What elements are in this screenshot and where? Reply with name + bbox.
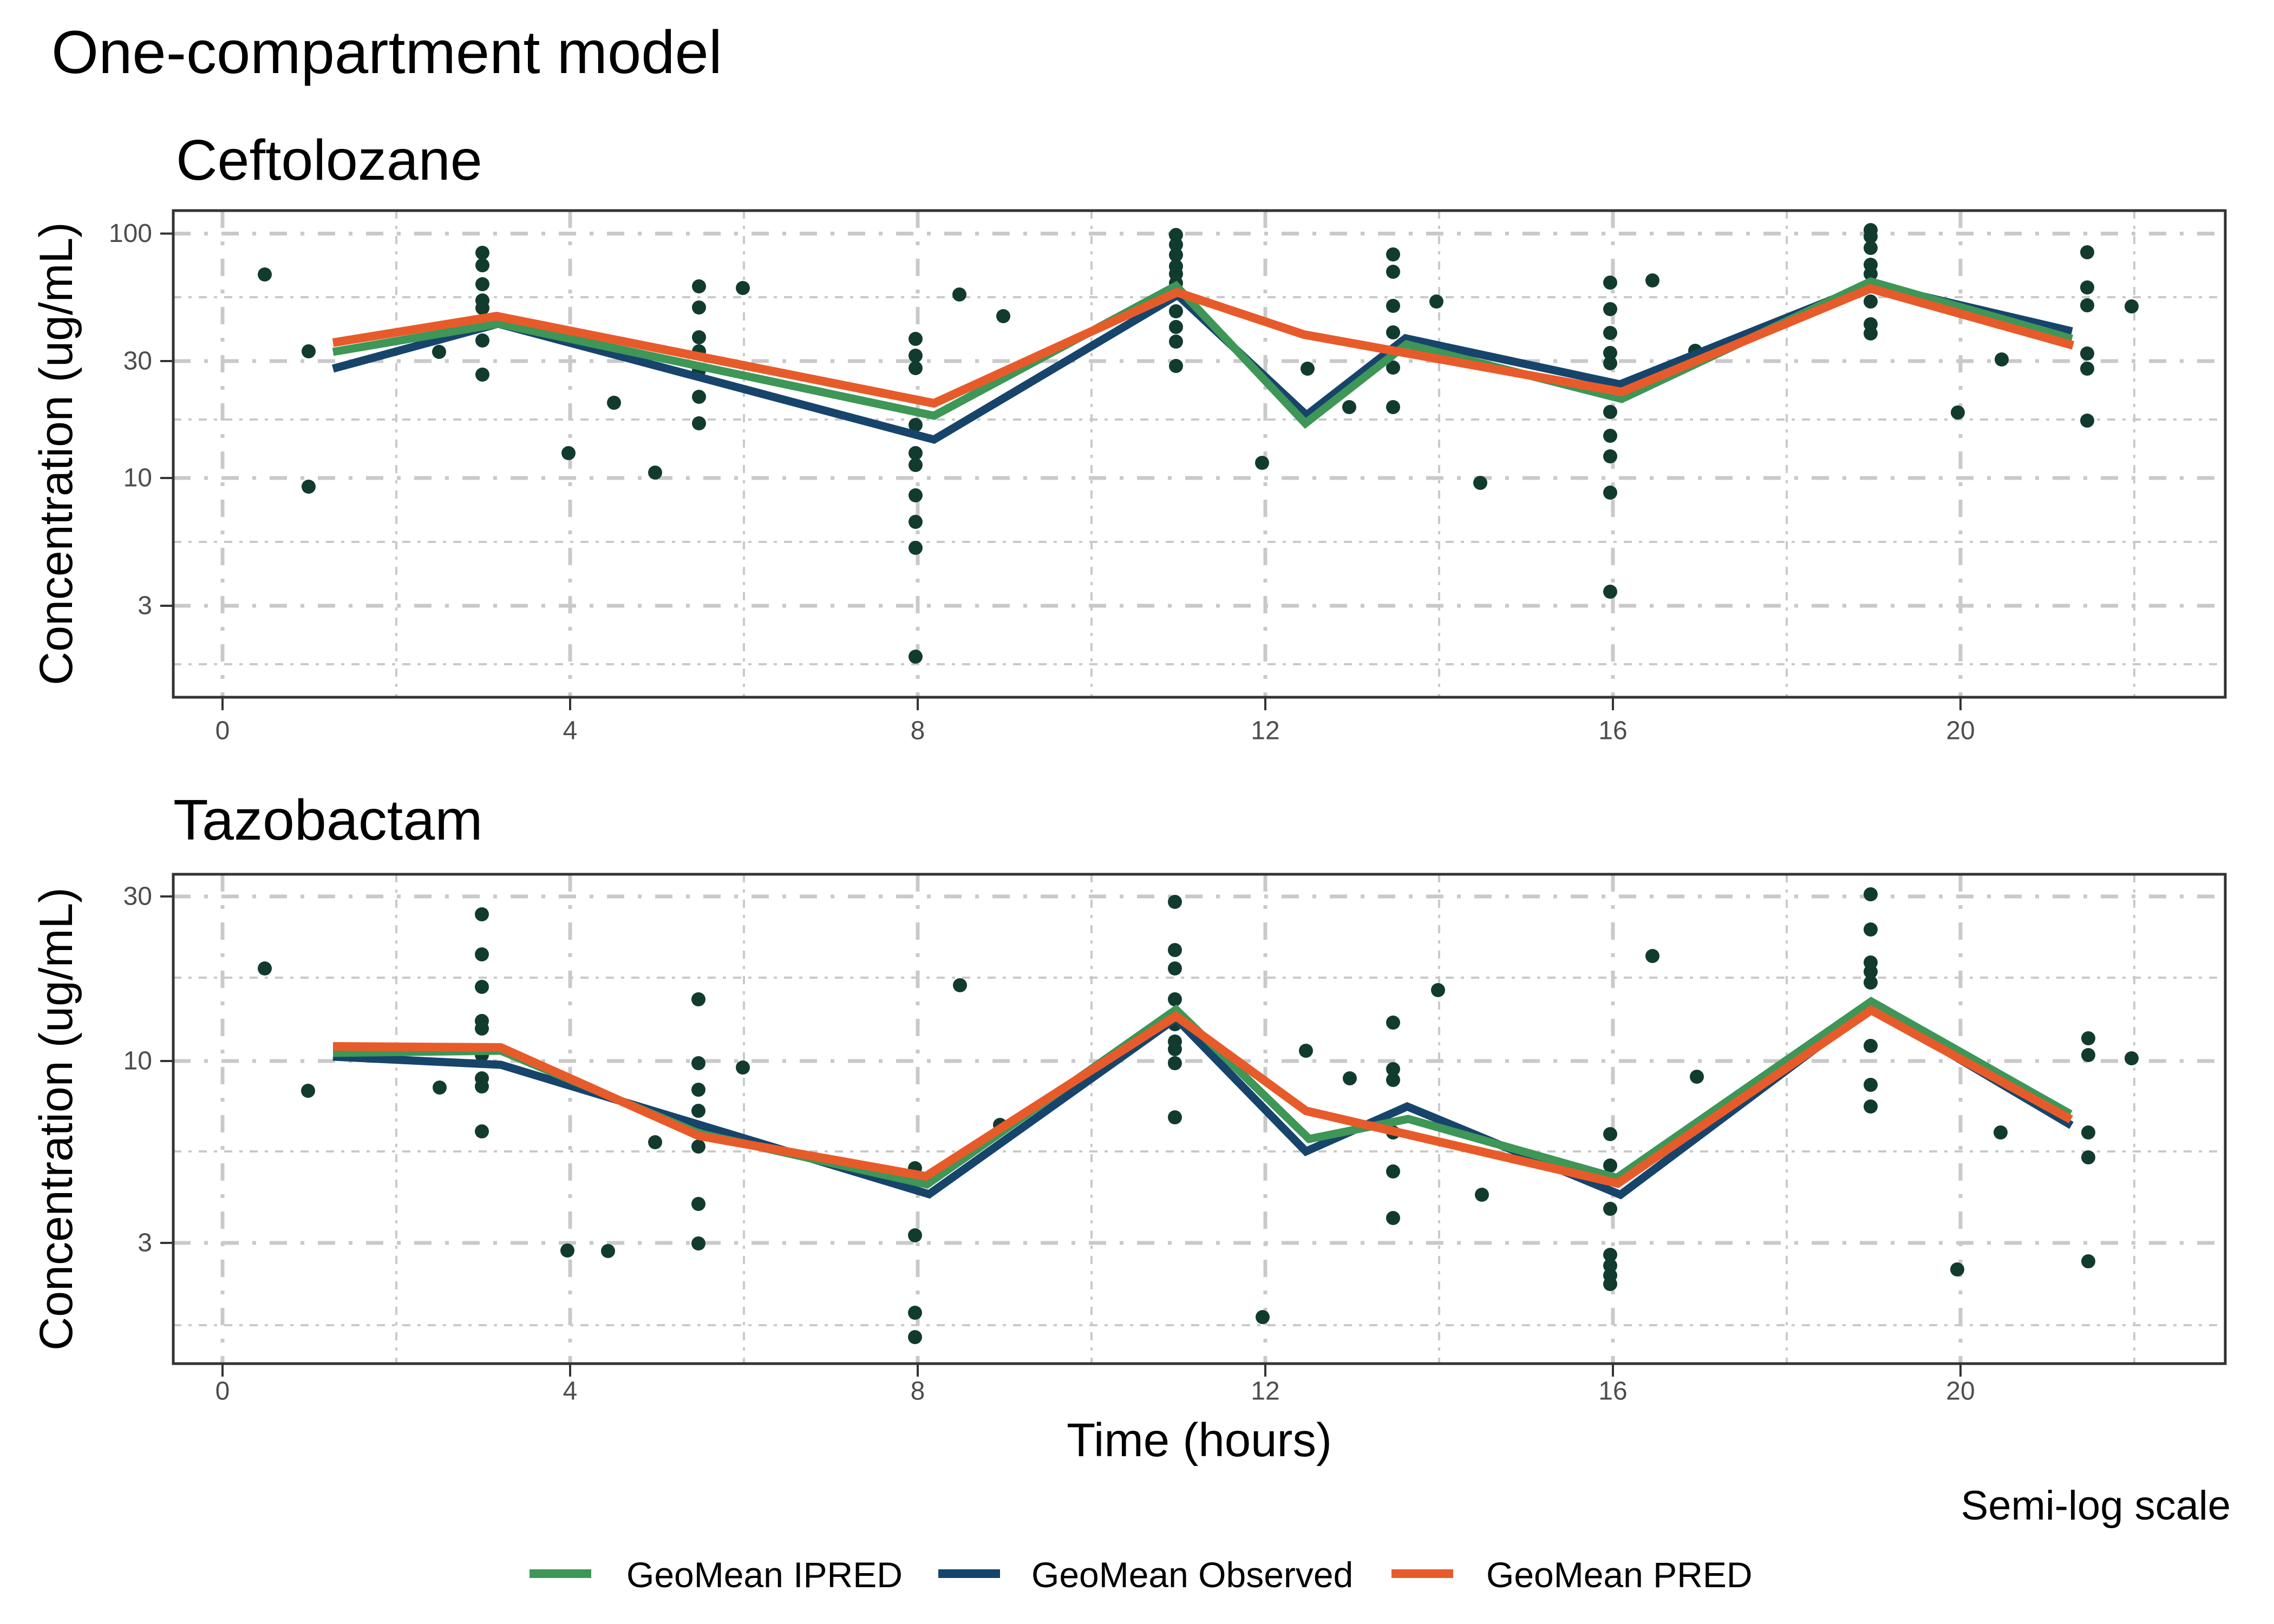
svg-text:3: 3 <box>138 1229 152 1258</box>
svg-text:10: 10 <box>123 1047 152 1076</box>
svg-text:100: 100 <box>109 219 152 248</box>
svg-text:8: 8 <box>911 1377 925 1406</box>
svg-text:3: 3 <box>138 592 152 620</box>
svg-text:One-compartment model: One-compartment model <box>51 18 722 86</box>
svg-text:Concentration (ug/mL): Concentration (ug/mL) <box>30 222 82 685</box>
svg-text:10: 10 <box>123 464 152 493</box>
svg-text:GeoMean PRED: GeoMean PRED <box>1486 1555 1753 1595</box>
svg-text:GeoMean Observed: GeoMean Observed <box>1031 1555 1353 1595</box>
svg-text:0: 0 <box>215 1377 230 1406</box>
svg-text:12: 12 <box>1251 1377 1279 1406</box>
svg-text:Semi-log scale: Semi-log scale <box>1961 1483 2231 1529</box>
svg-text:8: 8 <box>911 717 925 745</box>
svg-text:Ceftolozane: Ceftolozane <box>176 128 482 192</box>
svg-text:Time (hours): Time (hours) <box>1067 1414 1332 1466</box>
svg-text:30: 30 <box>123 882 152 911</box>
svg-text:GeoMean IPRED: GeoMean IPRED <box>626 1555 903 1595</box>
svg-text:12: 12 <box>1251 717 1279 745</box>
svg-text:0: 0 <box>215 717 230 745</box>
svg-text:4: 4 <box>563 1377 578 1406</box>
svg-text:30: 30 <box>123 347 152 376</box>
svg-text:20: 20 <box>1946 717 1975 745</box>
svg-text:20: 20 <box>1946 1377 1975 1406</box>
svg-text:Tazobactam: Tazobactam <box>173 788 483 852</box>
svg-text:16: 16 <box>1598 1377 1627 1406</box>
svg-text:Concentration (ug/mL): Concentration (ug/mL) <box>30 887 82 1351</box>
svg-text:4: 4 <box>563 717 578 745</box>
svg-text:16: 16 <box>1598 717 1627 745</box>
